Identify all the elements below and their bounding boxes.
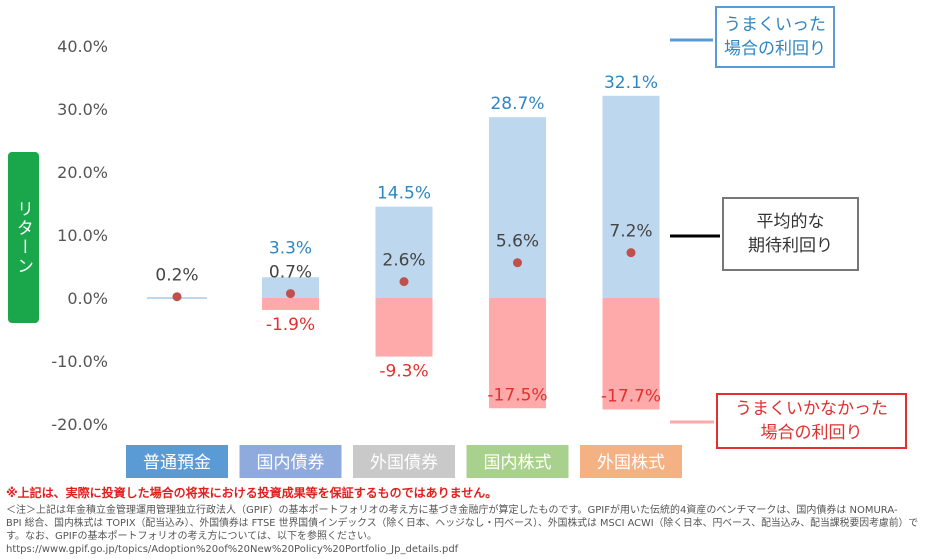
- bar-downside: [375, 298, 433, 357]
- footnote-warning: ※上記は、実際に投資した場合の将来における投資成果等を保証するものではありません…: [6, 486, 498, 500]
- category-label: 外国債券: [370, 453, 438, 473]
- footnote-url[interactable]: https://www.gpif.go.jp/topics/Adoption%2…: [6, 544, 459, 555]
- bar-downside: [489, 298, 546, 409]
- upside-label: 28.7%: [490, 94, 544, 114]
- category-box: [353, 445, 455, 478]
- category-box: [466, 445, 569, 478]
- y-tick-label: 40.0%: [57, 37, 108, 56]
- upside-label: 32.1%: [604, 73, 658, 93]
- y-tick-label: -20.0%: [51, 415, 108, 434]
- upside-label: 3.3%: [269, 239, 312, 259]
- category-label: 外国株式: [597, 453, 665, 473]
- average-label: 7.2%: [609, 222, 652, 242]
- bar-upside: [489, 117, 546, 298]
- average-point: [286, 289, 295, 299]
- chart-svg: 40.0% 30.0% 20.0% 10.0% 0.0% -10.0% -20.0% 0.2%…: [51, 37, 720, 478]
- average-point: [172, 292, 182, 302]
- footnote-note-3: す。なお、GPIFの基本ポートフォリオの考え方については、以下を参照ください。: [6, 531, 377, 542]
- downside-label: -17.7%: [601, 387, 661, 407]
- downside-label: -17.5%: [487, 385, 547, 405]
- category-box: [239, 445, 342, 478]
- average-point: [399, 277, 409, 287]
- downside-label: -1.9%: [266, 315, 315, 335]
- y-tick-label: 10.0%: [57, 226, 108, 245]
- average-label: 2.6%: [382, 251, 425, 271]
- downside-label: -9.3%: [379, 362, 428, 382]
- annotation-average: 平均的な 期待利回り: [722, 197, 859, 271]
- category-label: 国内株式: [484, 453, 552, 473]
- bar-upside: [262, 277, 319, 298]
- y-tick-label: 20.0%: [57, 163, 108, 182]
- y-axis-label: リターン: [8, 152, 39, 323]
- average-label: 0.2%: [155, 266, 198, 286]
- y-tick-label: -10.0%: [51, 352, 108, 371]
- category-label: 国内債券: [257, 453, 325, 473]
- y-tick-label: 0.0%: [67, 289, 108, 308]
- average-label: 0.7%: [269, 263, 312, 283]
- category-label: 普通預金: [143, 453, 211, 473]
- annotation-bad: うまくいかなかった 場合の利回り: [716, 393, 907, 449]
- average-point: [513, 258, 522, 268]
- y-tick-label: 30.0%: [57, 100, 108, 119]
- average-label: 5.6%: [496, 232, 539, 252]
- average-point: [626, 248, 636, 258]
- upside-label: 14.5%: [377, 184, 431, 204]
- annotation-good: うまくいった 場合の利回り: [715, 6, 835, 68]
- bar-downside: [262, 298, 319, 310]
- bar-downside: [602, 298, 660, 410]
- category-box: [580, 445, 682, 478]
- category-box: [126, 445, 228, 478]
- footnote-note-2: BPI 総合、国内株式は TOPIX（配当込み）、外国債券は FTSE 世界国債…: [6, 518, 919, 529]
- bar-upside: [602, 95, 660, 299]
- footnote-note-1: ＜注＞上記は年金積立金管理運用管理独立行政法人（GPIF）の基本ポートフォリオの…: [6, 505, 898, 516]
